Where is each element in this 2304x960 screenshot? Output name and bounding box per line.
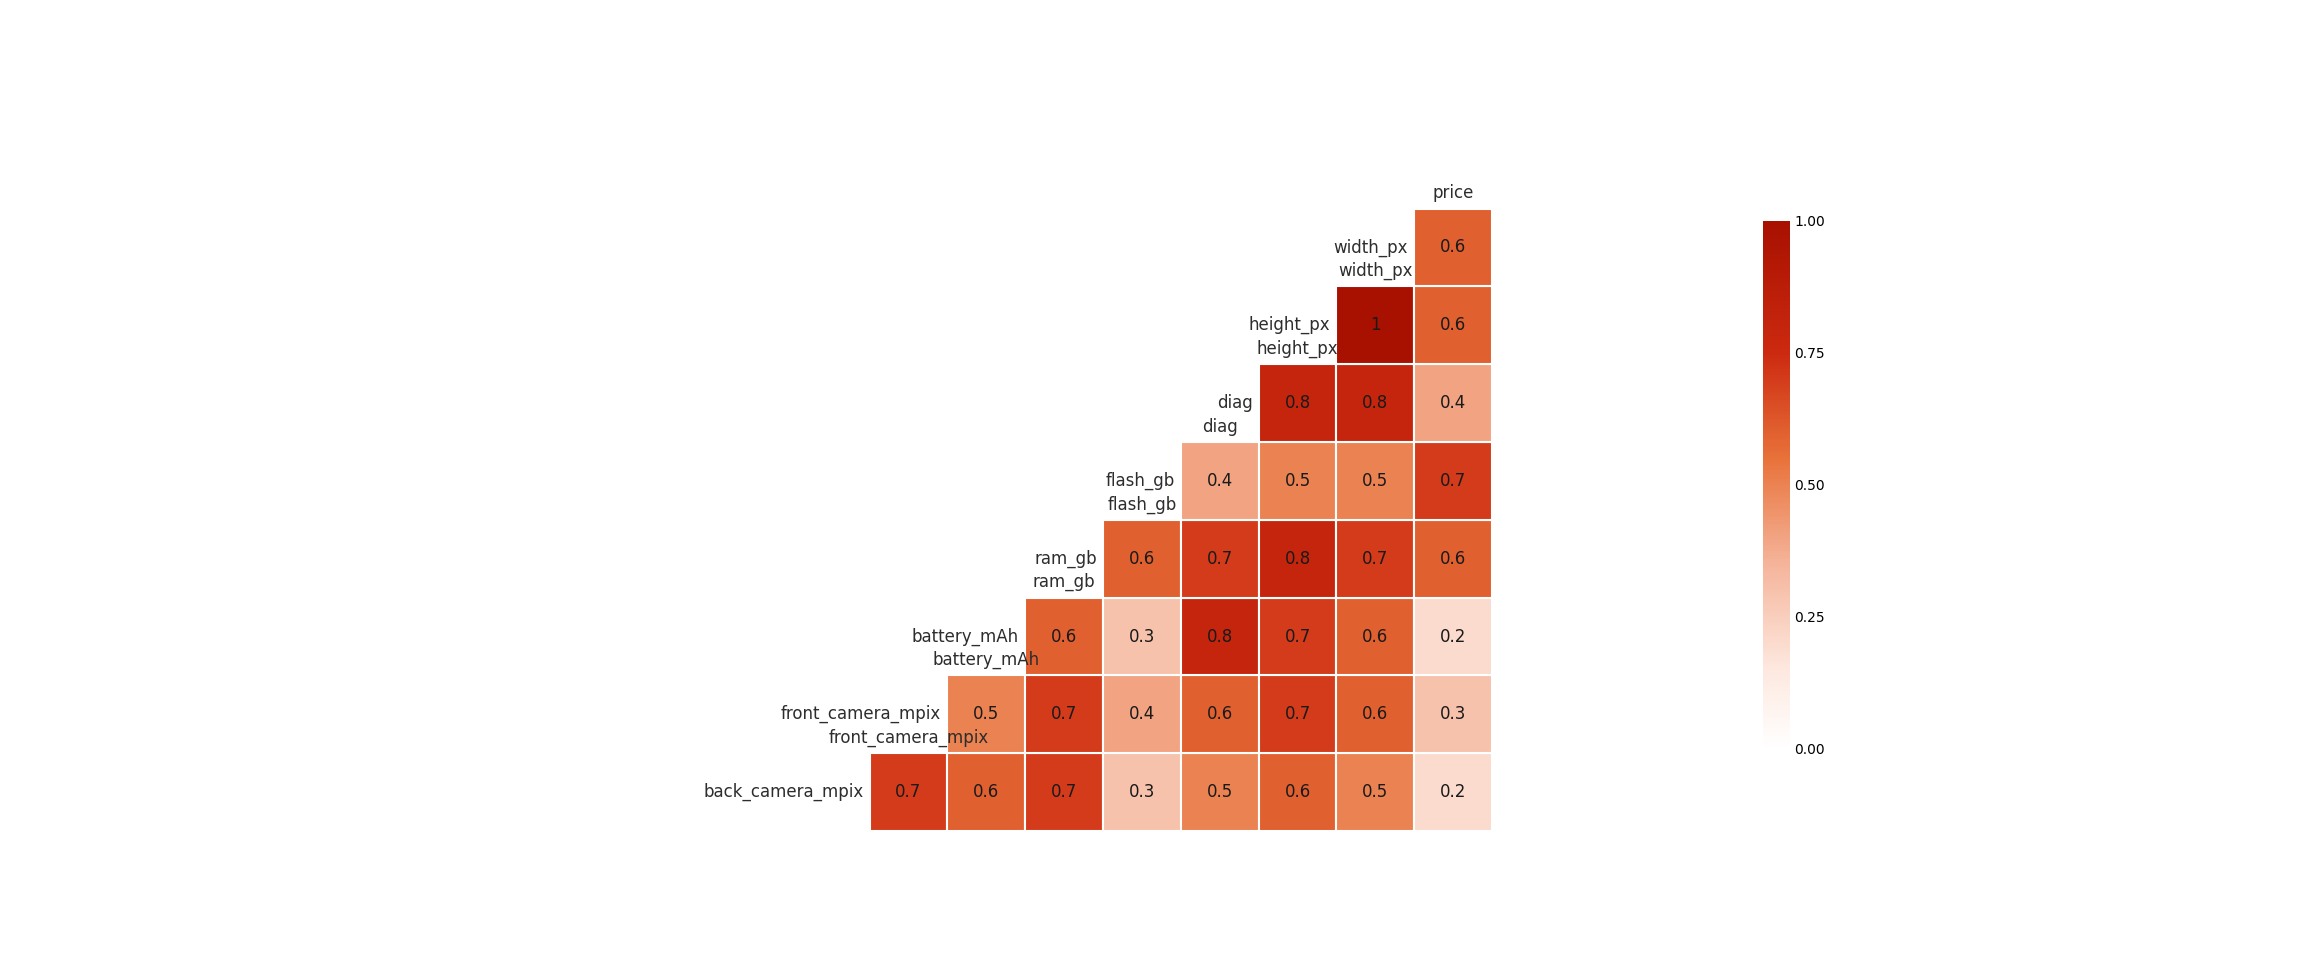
Text: 0.2: 0.2 xyxy=(1440,783,1465,802)
Text: 0.4: 0.4 xyxy=(1129,706,1154,723)
Text: 0.8: 0.8 xyxy=(1362,395,1389,412)
Text: 0.6: 0.6 xyxy=(1362,706,1389,723)
Text: 0.3: 0.3 xyxy=(1440,706,1465,723)
Text: 0.5: 0.5 xyxy=(1283,472,1311,490)
Text: diag: diag xyxy=(1217,395,1253,412)
Text: 0.5: 0.5 xyxy=(1362,472,1389,490)
Bar xyxy=(947,754,1025,831)
Text: 0.7: 0.7 xyxy=(1207,550,1233,567)
Text: ram_gb: ram_gb xyxy=(1034,549,1097,568)
Text: 0.7: 0.7 xyxy=(1283,706,1311,723)
Bar xyxy=(1336,442,1415,519)
Text: 0.4: 0.4 xyxy=(1207,472,1233,490)
Text: height_px: height_px xyxy=(1249,316,1329,334)
Text: 0.3: 0.3 xyxy=(1129,628,1154,645)
Bar xyxy=(1104,598,1182,676)
Bar xyxy=(1025,754,1104,831)
Text: 0.4: 0.4 xyxy=(1440,395,1465,412)
Bar xyxy=(1104,519,1182,598)
Text: 0.6: 0.6 xyxy=(972,783,1000,802)
Text: 0.6: 0.6 xyxy=(1129,550,1154,567)
Bar xyxy=(869,754,947,831)
Bar xyxy=(1258,364,1336,442)
Bar xyxy=(1415,208,1493,286)
Text: front_camera_mpix: front_camera_mpix xyxy=(829,729,988,747)
Text: 0.7: 0.7 xyxy=(1283,628,1311,645)
Bar xyxy=(1182,754,1258,831)
Text: 0.7: 0.7 xyxy=(1440,472,1465,490)
Bar xyxy=(1258,442,1336,519)
Text: 0.6: 0.6 xyxy=(1051,628,1078,645)
Bar xyxy=(1415,519,1493,598)
Text: 0.6: 0.6 xyxy=(1362,628,1389,645)
Text: height_px: height_px xyxy=(1256,340,1339,358)
Text: 0.6: 0.6 xyxy=(1283,783,1311,802)
Text: 0.8: 0.8 xyxy=(1283,395,1311,412)
Text: 1: 1 xyxy=(1371,316,1380,334)
Bar xyxy=(1182,598,1258,676)
Text: 0.8: 0.8 xyxy=(1207,628,1233,645)
Text: 0.6: 0.6 xyxy=(1440,316,1465,334)
Bar xyxy=(1104,676,1182,754)
Bar xyxy=(1258,676,1336,754)
Bar xyxy=(947,676,1025,754)
Text: 0.7: 0.7 xyxy=(1051,783,1078,802)
Bar xyxy=(1336,519,1415,598)
Text: width_px: width_px xyxy=(1339,262,1412,280)
Bar xyxy=(1336,754,1415,831)
Text: ram_gb: ram_gb xyxy=(1032,573,1094,591)
Text: diag: diag xyxy=(1203,418,1237,436)
Text: battery_mAh: battery_mAh xyxy=(933,651,1039,669)
Bar xyxy=(1025,598,1104,676)
Text: 0.2: 0.2 xyxy=(1440,628,1465,645)
Text: 0.5: 0.5 xyxy=(1362,783,1389,802)
Text: 0.5: 0.5 xyxy=(972,706,1000,723)
Bar xyxy=(1258,519,1336,598)
Text: battery_mAh: battery_mAh xyxy=(912,628,1018,646)
Text: 0.8: 0.8 xyxy=(1283,550,1311,567)
Bar xyxy=(1258,598,1336,676)
Text: front_camera_mpix: front_camera_mpix xyxy=(781,706,940,724)
Bar xyxy=(1415,442,1493,519)
Text: flash_gb: flash_gb xyxy=(1106,471,1175,490)
Text: 0.6: 0.6 xyxy=(1440,550,1465,567)
Bar xyxy=(1415,754,1493,831)
Bar xyxy=(1415,364,1493,442)
Text: 0.5: 0.5 xyxy=(1207,783,1233,802)
Text: 0.6: 0.6 xyxy=(1440,238,1465,256)
Bar xyxy=(1336,364,1415,442)
Bar xyxy=(1025,676,1104,754)
Bar xyxy=(1258,754,1336,831)
Bar xyxy=(1415,676,1493,754)
Text: 0.7: 0.7 xyxy=(896,783,922,802)
Text: width_px: width_px xyxy=(1334,238,1408,256)
Text: 0.7: 0.7 xyxy=(1362,550,1389,567)
Bar xyxy=(1336,598,1415,676)
Text: back_camera_mpix: back_camera_mpix xyxy=(703,783,864,802)
Text: 0.6: 0.6 xyxy=(1207,706,1233,723)
Bar xyxy=(1182,676,1258,754)
Bar xyxy=(1415,286,1493,364)
Bar xyxy=(1182,519,1258,598)
Bar xyxy=(1415,598,1493,676)
Text: 0.7: 0.7 xyxy=(1051,706,1078,723)
Text: flash_gb: flash_gb xyxy=(1108,495,1177,514)
Bar xyxy=(1182,442,1258,519)
Bar xyxy=(1336,286,1415,364)
Bar xyxy=(1104,754,1182,831)
Text: 0.3: 0.3 xyxy=(1129,783,1154,802)
Text: price: price xyxy=(1433,184,1475,203)
Bar xyxy=(1336,676,1415,754)
